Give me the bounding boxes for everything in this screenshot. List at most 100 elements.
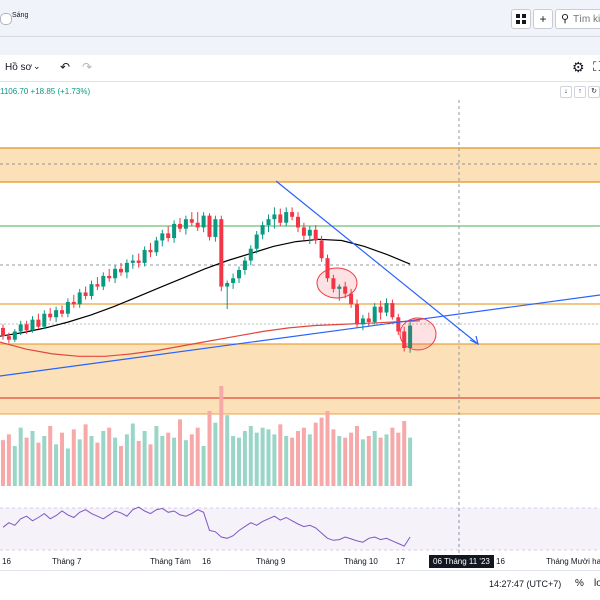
candle [195,212,200,231]
candle-body [313,229,318,241]
log-scale-button[interactable]: lo [594,578,600,589]
volume-bar [284,436,289,486]
candle-body [36,319,41,327]
volume-bar [154,426,159,486]
volume-bar [272,434,277,486]
candle [307,226,312,244]
volume-bar [254,432,259,486]
candle [142,246,147,267]
volume-bar [148,444,153,486]
candle [189,212,194,227]
candle-body [18,324,23,332]
bottom-status-bar: 14:27:47 (UTC+7) % lo [0,570,600,600]
search-icon: ⚲ [561,13,570,25]
volume-bar [366,436,371,486]
crosshair-date-label: 06 Tháng 11 '23 [429,555,494,568]
volume-bar [142,431,147,486]
volume-bar [42,436,47,486]
falling-trend-line [275,180,479,345]
candle-body [396,317,401,332]
candle-body [107,275,112,279]
undo-icon[interactable]: ↶ [60,60,71,74]
profile-menu[interactable]: Hồ sơ [5,62,33,73]
add-button[interactable]: + [533,9,553,29]
x-tick-label: Tháng 9 [256,557,286,566]
volume-bar [95,442,100,486]
volume-bar [178,419,182,486]
volume-bar [166,432,171,486]
volume-bar [319,417,324,486]
volume-bar [408,437,413,486]
volume-bar [355,426,359,486]
candle-body [237,270,241,279]
volume-bar [207,411,212,486]
rsi-line [2,506,411,547]
candle [272,207,277,229]
search-input[interactable] [573,10,600,28]
arrow-up-icon[interactable]: ↑ [574,86,586,98]
search-box[interactable]: ⚲ [555,9,600,29]
volume-bar [89,436,94,486]
candle [290,207,295,221]
x-tick-label: Tháng 7 [52,557,82,566]
candle-body [160,233,165,241]
candle-body [296,216,300,228]
volume-bar [18,427,23,486]
candle-body [183,219,188,229]
candle [355,299,359,328]
price-chart[interactable] [0,100,600,553]
volume-bar [71,429,76,486]
volume-bar [349,432,354,486]
candle [18,320,23,335]
arrow-down-icon[interactable]: ↓ [560,86,572,98]
x-tick-label: 17 [396,557,405,566]
support-resistance-zones [0,148,600,414]
reset-icon[interactable]: ↻ [588,86,600,98]
arrow-head [469,335,479,346]
volume-bar [12,446,17,486]
grid-icon [516,14,526,24]
candle-body [195,222,200,228]
volume-bar [290,437,295,486]
volume-bar [219,386,224,486]
trend-lines [0,180,600,377]
volume-bar [6,434,11,486]
layout-grid-icon[interactable] [511,9,531,29]
rsi-band [0,508,600,550]
candle-body [343,286,348,294]
volume-bar [331,429,336,486]
percent-scale-button[interactable]: % [575,578,584,589]
volume-bar [343,437,348,486]
candle-body [1,327,5,337]
candle [83,286,88,300]
volume-bar [1,440,5,486]
fullscreen-icon[interactable]: ⛶ [593,59,600,74]
redo-icon[interactable]: ↷ [82,60,93,74]
candle-body [254,234,259,249]
candle [113,265,118,283]
candle-body [42,313,47,327]
x-axis: 16 Tháng 7 Tháng Tám 16 Tháng 9 Tháng 10 17 16 T… [0,553,600,569]
candle-body [219,219,224,287]
volume-bar [60,432,64,486]
candle-body [24,324,29,331]
volume-bar [130,423,135,486]
candle [1,324,5,340]
candle [260,221,265,240]
theme-toggle[interactable] [0,13,12,25]
x-tick-label: Tháng 10 [344,557,378,566]
volume-bar [30,431,35,486]
candle-body [272,214,277,220]
volume-bar [301,427,306,486]
candle [396,313,401,335]
volume-bar [213,422,218,486]
candle-body [60,310,64,314]
volume-bar [65,448,70,486]
gear-icon[interactable]: ⚙ [572,59,585,75]
candle-body [77,292,82,305]
volume-bar [266,429,271,486]
candle-body [12,331,17,340]
volume-bar [237,437,241,486]
chevron-down-icon[interactable]: ⌄ [33,61,41,71]
volume-bar [119,446,123,486]
